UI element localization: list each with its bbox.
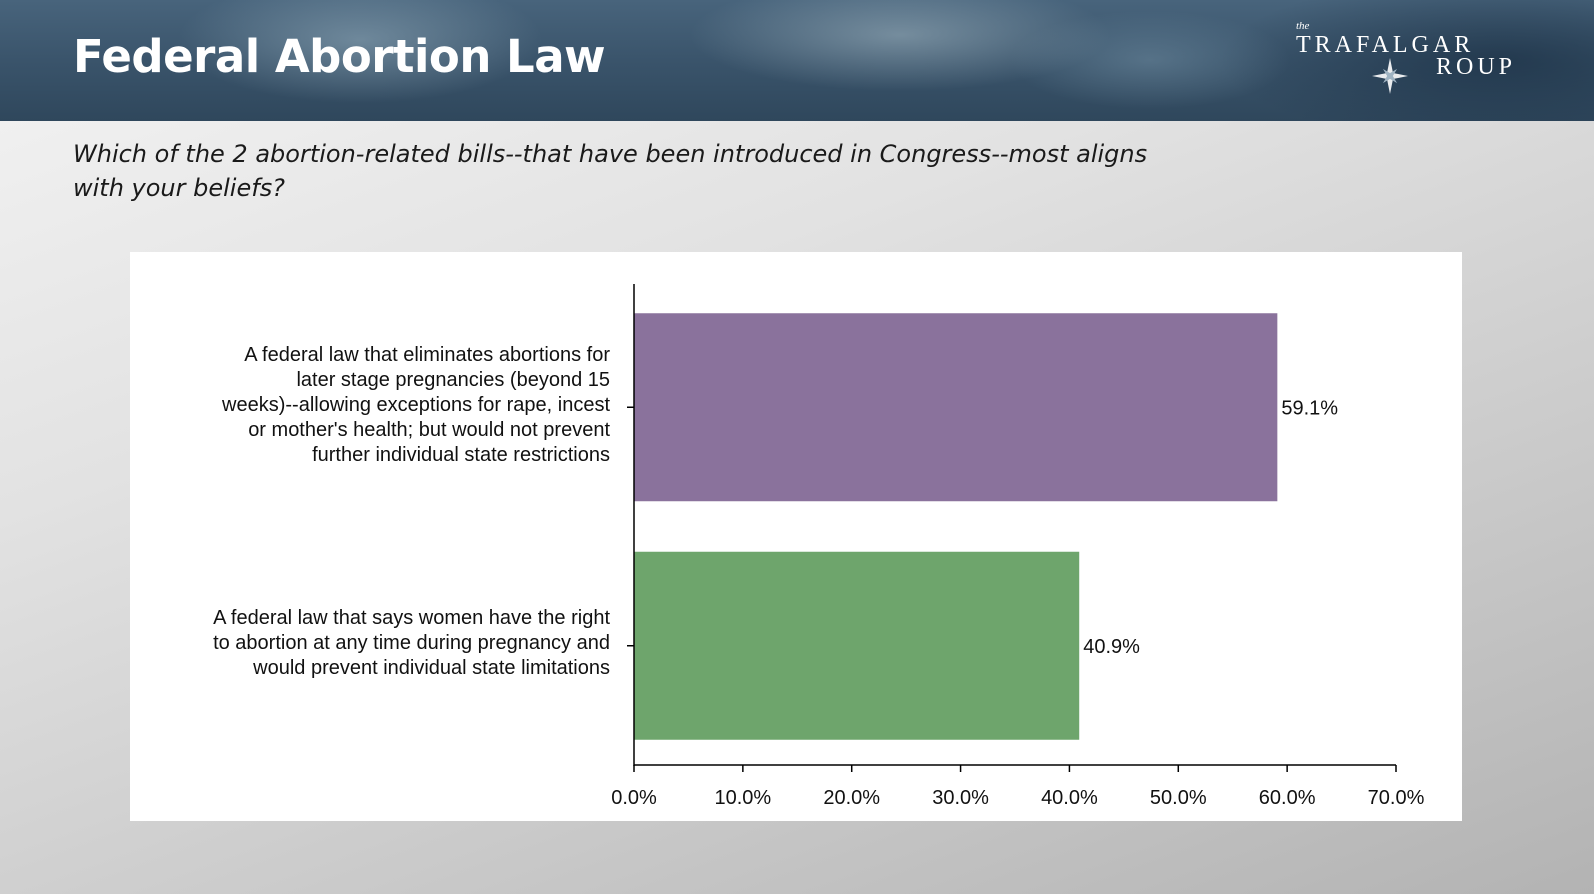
x-tick-label: 50.0% [1150, 787, 1207, 809]
page-title: Federal Abortion Law [73, 30, 606, 83]
logo-line1-text: TRAFALGAR [1296, 32, 1475, 58]
category-label-line: weeks)--allowing exceptions for rape, in… [222, 393, 610, 416]
compass-star-icon [1372, 58, 1408, 94]
x-tick-label: 10.0% [714, 787, 771, 809]
logo-the-text: the [1296, 20, 1310, 32]
category-label-line: or mother's health; but would not preven… [248, 418, 610, 441]
category-label-line: A federal law that says women have the r… [213, 607, 610, 630]
category-label-line: A federal law that eliminates abortions … [244, 343, 610, 366]
x-tick-label: 30.0% [932, 787, 989, 809]
trafalgar-group-logo: the TRAFALGAR ROUP [1290, 16, 1530, 106]
bar-chart: 59.1% 40.9% 0.0% 10.0% 20.0% 30.0% 40.0% 50.0% 6… [611, 284, 1425, 809]
category-label-line: would prevent individual state limitatio… [253, 657, 610, 680]
x-tick-label: 0.0% [611, 787, 657, 809]
x-tick-label: 20.0% [823, 787, 880, 809]
bar [634, 551, 1080, 740]
category-label: A federal law that says women have the r… [213, 606, 610, 681]
bar [634, 313, 1278, 502]
x-tick-label: 70.0% [1368, 787, 1425, 809]
survey-question: Which of the 2 abortion-related bills--t… [73, 140, 1148, 202]
category-label-line: later stage pregnancies (beyond 15 [296, 368, 610, 391]
category-label: A federal law that eliminates abortions … [222, 343, 610, 468]
data-label: 40.9% [1083, 636, 1140, 658]
x-tick-label: 40.0% [1041, 787, 1098, 809]
category-label-line: further individual state restrictions [312, 443, 610, 466]
data-label: 59.1% [1281, 397, 1338, 419]
chart-panel: 59.1% 40.9% 0.0% 10.0% 20.0% 30.0% 40.0% 50.0% 6… [130, 252, 1462, 821]
header-banner: Federal Abortion Law the TRAFALGAR ROUP [0, 0, 1594, 121]
x-tick-label: 60.0% [1259, 787, 1316, 809]
logo-line2-text: ROUP [1436, 54, 1517, 80]
category-label-line: to abortion at any time during pregnancy… [213, 632, 610, 655]
